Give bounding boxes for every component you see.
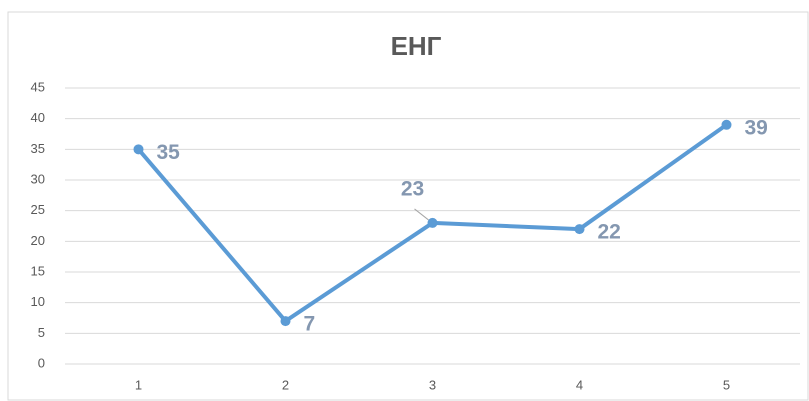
data-label: 7 [304,313,316,336]
data-label: 23 [401,177,424,200]
data-label: 35 [157,141,181,164]
y-tick-label: 35 [31,141,45,156]
data-label: 22 [598,221,621,244]
x-tick-label: 2 [282,377,289,392]
leader-line [414,208,429,221]
y-tick-label: 0 [38,355,45,370]
y-tick-label: 15 [31,263,45,278]
marker [427,217,438,228]
marker [133,144,144,155]
marker [280,316,291,327]
y-tick-label: 25 [31,202,45,217]
y-tick-label: 20 [31,233,45,248]
x-tick-label: 1 [135,377,142,392]
x-tick-label: 4 [576,377,583,392]
chart-border [7,11,809,401]
y-tick-label: 5 [38,325,45,340]
y-tick-label: 10 [31,294,45,309]
chart-title: ЕНГ [391,31,442,61]
x-tick-label: 3 [429,377,436,392]
marker [574,224,585,235]
marker [721,119,732,130]
y-tick-label: 45 [31,79,45,94]
y-tick-label: 40 [31,110,45,125]
data-label: 39 [745,116,768,139]
x-tick-label: 5 [723,377,730,392]
y-tick-label: 30 [31,171,45,186]
